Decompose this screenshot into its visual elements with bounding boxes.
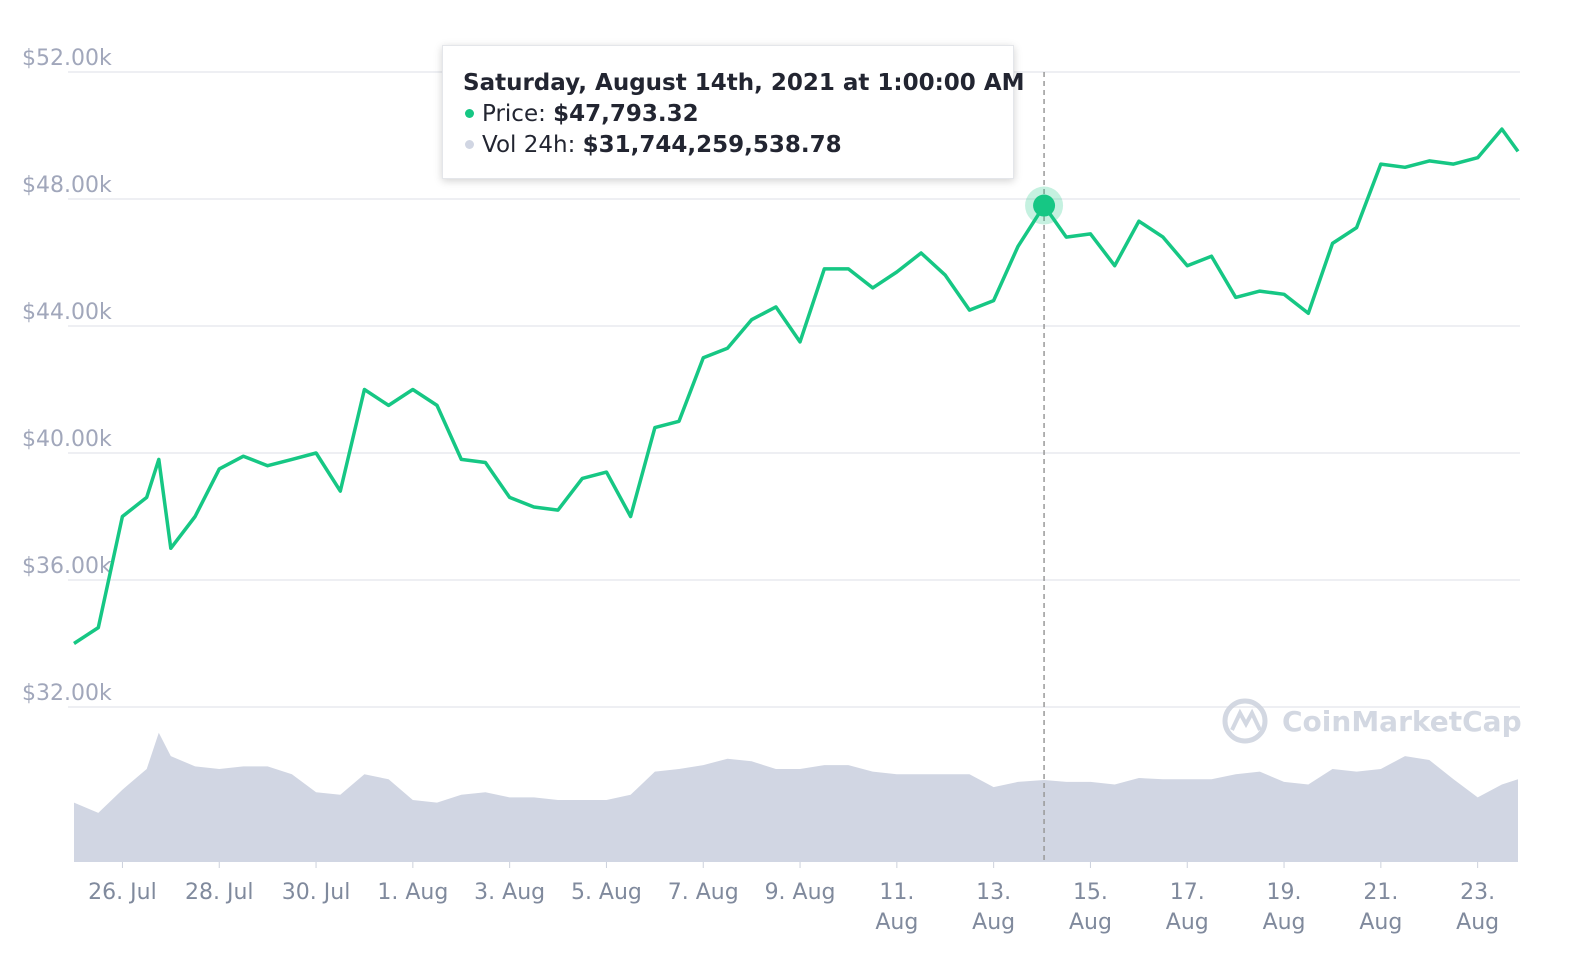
x-tick-label: 17. Aug: [1165, 880, 1209, 935]
tooltip: Saturday, August 14th, 2021 at 1:00:00 A…: [442, 45, 1025, 179]
x-tick-label: 11. Aug: [875, 880, 919, 935]
watermark-text: CoinMarketCap: [1282, 705, 1522, 738]
tooltip-label: Vol 24h:: [482, 132, 576, 158]
tooltip-value: $31,744,259,538.78: [582, 132, 842, 158]
tooltip-label: Price:: [482, 101, 546, 127]
watermark-logo: [1230, 708, 1262, 731]
x-tick-label: 28. Jul: [184, 880, 254, 905]
y-tick-label: $40.00k: [22, 427, 112, 452]
hover-point: [1033, 194, 1056, 217]
tooltip-dot: [465, 108, 474, 118]
x-tick-label: 15. Aug: [1068, 880, 1112, 935]
x-tick-label: 7. Aug: [667, 880, 739, 905]
x-tick-label: 13. Aug: [972, 880, 1016, 935]
x-tick-label: 5. Aug: [570, 880, 642, 905]
volume-area: [74, 732, 1518, 862]
tooltip-dot: [465, 139, 474, 149]
y-tick-label: $48.00k: [22, 173, 112, 198]
x-tick-label: 30. Jul: [281, 880, 351, 905]
tooltip-price: Price: $47,793.32: [463, 99, 1013, 130]
x-tick-label: 1. Aug: [377, 880, 449, 905]
x-tick-label: 21. Aug: [1359, 880, 1403, 935]
x-tick-label: 9. Aug: [764, 880, 836, 905]
y-tick-label: $52.00k: [22, 46, 112, 71]
y-tick-label: $36.00k: [22, 554, 112, 579]
x-tick-label: 23. Aug: [1456, 880, 1500, 935]
y-tick-label: $32.00k: [22, 681, 112, 706]
y-tick-label: $44.00k: [22, 300, 112, 325]
price-line: [73, 127, 1520, 645]
x-tick-label: 19. Aug: [1262, 880, 1306, 935]
tooltip-title: Saturday, August 14th, 2021 at 1:00:00 A…: [463, 70, 1025, 96]
watermark-logo: [1222, 698, 1268, 744]
x-tick-label: 26. Jul: [88, 880, 157, 905]
tooltip-volume: Vol 24h: $31,744,259,538.78: [463, 130, 1013, 161]
tooltip-value: $47,793.32: [553, 101, 699, 127]
watermark: CoinMarketCap: [1222, 698, 1522, 744]
x-tick-label: 3. Aug: [474, 880, 546, 905]
